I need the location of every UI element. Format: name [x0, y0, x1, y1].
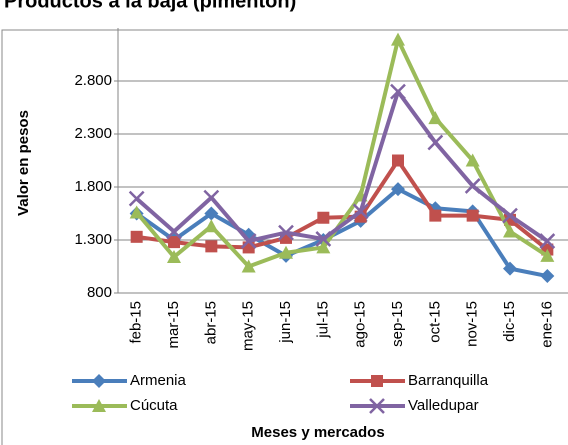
legend-label: Armenia [130, 372, 187, 389]
chart-frame [1, 29, 568, 445]
marker [166, 223, 182, 240]
marker [278, 224, 294, 241]
x-tick-label: dic-15 [501, 301, 518, 342]
marker [129, 205, 144, 219]
marker [279, 245, 293, 259]
marker [242, 241, 255, 254]
marker [317, 211, 330, 224]
marker [427, 134, 444, 151]
legend-label: Valledupar [408, 397, 479, 414]
marker [429, 209, 442, 222]
x-tick-label: ene-16 [538, 301, 555, 348]
marker [540, 269, 555, 284]
x-tick-label: abr-15 [202, 301, 219, 344]
marker [316, 240, 331, 254]
y-tick-label: 1.800 [74, 178, 112, 195]
marker [204, 206, 219, 221]
marker [464, 178, 481, 194]
marker [168, 236, 180, 249]
marker [392, 154, 404, 167]
marker [540, 248, 555, 262]
marker [352, 203, 369, 220]
marker [465, 153, 480, 167]
marker [503, 224, 517, 238]
legend-label: Barranquilla [408, 372, 489, 389]
x-tick-label: mar-15 [165, 301, 182, 349]
marker [391, 32, 405, 46]
series-line [135, 187, 548, 279]
legend-marker [92, 399, 106, 412]
marker [390, 83, 406, 100]
y-tick-label: 1.300 [74, 231, 112, 248]
marker [428, 111, 443, 125]
marker [128, 190, 145, 207]
series-line [136, 158, 549, 252]
y-axis-title: Valor en pesos [15, 110, 32, 216]
legend-marker [371, 375, 383, 387]
x-tick-label: may-15 [240, 301, 257, 351]
marker [205, 240, 218, 253]
marker [130, 230, 143, 243]
marker [315, 231, 332, 247]
x-tick-label: feb-15 [128, 301, 145, 344]
x-tick-label: oct-15 [426, 301, 443, 343]
chart-title: Productos a la baja (pimentón) [4, 0, 296, 12]
marker [391, 182, 405, 197]
x-tick-label: ago-15 [352, 301, 369, 348]
y-tick-label: 2.800 [74, 72, 112, 89]
marker [539, 233, 556, 249]
y-tick-label: 2.300 [74, 125, 112, 142]
y-tick-label: 800 [87, 284, 112, 301]
x-tick-label: jul-15 [314, 301, 331, 339]
x-axis-title: Meses y mercados [251, 424, 384, 441]
legend-label: Cúcuta [130, 397, 178, 414]
marker [204, 219, 219, 233]
legend-marker [369, 398, 385, 414]
marker [466, 209, 479, 222]
legend-marker [92, 374, 106, 388]
x-tick-label: jun-15 [277, 301, 294, 344]
marker [240, 233, 257, 249]
x-tick-label: sep-15 [389, 301, 406, 347]
marker [203, 189, 220, 206]
marker [502, 207, 518, 224]
marker [503, 261, 517, 276]
marker [241, 259, 256, 273]
x-tick-label: nov-15 [464, 301, 481, 347]
marker [167, 249, 181, 263]
